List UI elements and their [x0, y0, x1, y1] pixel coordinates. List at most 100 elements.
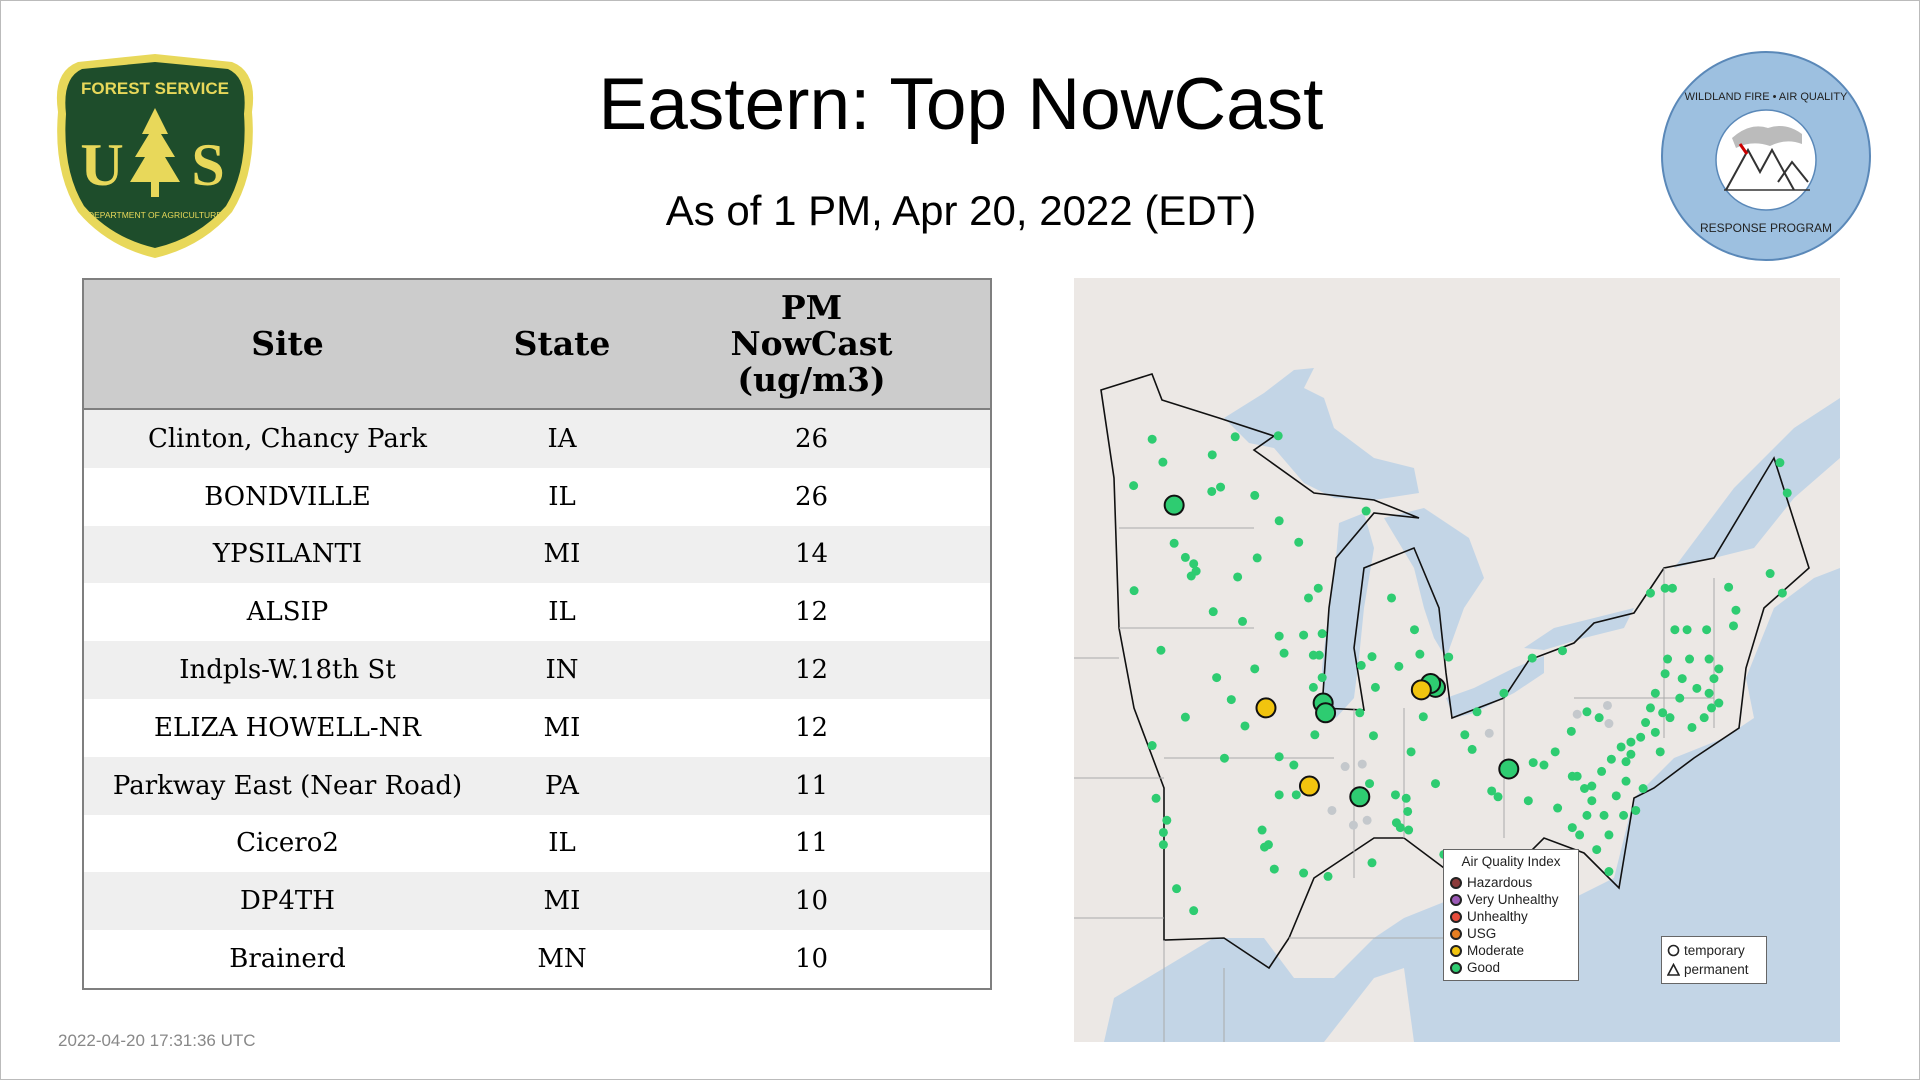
site-marker-good — [1631, 805, 1641, 815]
site-marker-good — [1274, 790, 1284, 800]
aqi-swatch-icon — [1450, 910, 1462, 923]
header-label: PM — [780, 288, 843, 327]
cell-site: Indpls-W.18th St — [83, 641, 491, 699]
site-marker-good — [1670, 625, 1680, 635]
site-marker-good — [1472, 707, 1482, 717]
site-marker-good — [1367, 858, 1377, 868]
legend-label: Hazardous — [1467, 874, 1533, 890]
mountain-small-icon — [1777, 160, 1809, 183]
site-marker-good — [1361, 506, 1371, 516]
site-marker-good — [1406, 747, 1416, 757]
site-marker-good — [1493, 792, 1503, 802]
site-marker-good — [1677, 674, 1687, 684]
legend-label: USG — [1467, 925, 1497, 941]
site-marker-good — [1394, 661, 1404, 671]
site-marker-good — [1158, 827, 1168, 837]
cell-site: BONDVILLE — [83, 467, 491, 526]
site-marker-good — [1702, 625, 1712, 635]
site-type-legend: temporary permanent — [1661, 936, 1767, 984]
site-marker-good — [1314, 650, 1324, 660]
table-row: DP4TH MI 10 — [83, 872, 991, 931]
site-marker-good — [1158, 840, 1168, 850]
logo-bottom-text: DEPARTMENT OF AGRICULTURE — [88, 210, 222, 220]
cell-value: 12 — [633, 583, 991, 642]
site-marker-good — [1219, 753, 1229, 763]
site-marker-good — [1553, 803, 1563, 813]
site-marker-good — [1365, 779, 1375, 789]
site-marker-good — [1621, 776, 1631, 786]
aqi-swatch-icon — [1450, 893, 1462, 906]
top-site-marker — [1349, 786, 1371, 808]
column-header-state: State — [491, 279, 633, 410]
table-row: Parkway East (Near Road) PA 11 — [83, 756, 991, 815]
site-marker-good — [1604, 830, 1614, 840]
smoke-plume-icon — [1732, 126, 1802, 148]
table-row: Clinton, Chancy Park IA 26 — [83, 409, 991, 468]
site-marker-good — [1594, 713, 1604, 723]
table-row: ELIZA HOWELL-NR MI 12 — [83, 698, 991, 757]
column-header-pm-nowcast: PM NowCast (ug/m3) — [633, 279, 991, 410]
site-marker-good — [1655, 747, 1665, 757]
site-marker-good — [1665, 713, 1675, 723]
lake-superior — [1224, 368, 1419, 500]
site-marker-good — [1180, 552, 1190, 562]
site-marker-good — [1274, 516, 1284, 526]
aqi-swatch-icon — [1450, 944, 1462, 957]
aqi-swatch-icon — [1450, 961, 1462, 974]
top-site-marker — [1315, 702, 1337, 724]
cell-value: 12 — [633, 698, 991, 757]
table-row: Indpls-W.18th St IN 12 — [83, 641, 991, 699]
cell-state: IA — [491, 409, 633, 468]
site-marker-good — [1582, 707, 1592, 717]
site-marker-good — [1147, 741, 1157, 751]
site-marker-good — [1731, 605, 1741, 615]
cell-value: 12 — [633, 641, 991, 699]
site-marker-good — [1587, 796, 1597, 806]
site-marker-good — [1616, 742, 1626, 752]
site-marker-good — [1604, 867, 1614, 877]
site-marker-good — [1240, 721, 1250, 731]
site-marker-good — [1539, 760, 1549, 770]
site-marker-good — [1230, 432, 1240, 442]
site-marker-good — [1147, 434, 1157, 444]
cell-value: 10 — [633, 930, 991, 989]
site-marker-good — [1626, 749, 1636, 759]
site-marker-good — [1162, 815, 1172, 825]
site-marker-good — [1704, 688, 1714, 698]
site-marker-good — [1550, 747, 1560, 757]
site-marker-good — [1587, 781, 1597, 791]
site-marker-good — [1606, 754, 1616, 764]
site-marker-good — [1207, 486, 1217, 496]
site-marker-good — [1572, 771, 1582, 781]
site-marker-good — [1156, 645, 1166, 655]
forest-service-logo: FOREST SERVICE U S DEPARTMENT OF AGRICUL… — [56, 54, 254, 258]
st-lawrence — [1674, 398, 1840, 568]
cell-value: 26 — [633, 467, 991, 526]
legend-item-temporary: temporary — [1667, 941, 1761, 960]
site-marker-no-data — [1340, 762, 1350, 772]
cell-value: 10 — [633, 872, 991, 931]
top-site-marker — [1410, 679, 1432, 701]
cell-state: MN — [491, 930, 633, 989]
cell-site: ELIZA HOWELL-NR — [83, 698, 491, 757]
cell-state: IL — [491, 583, 633, 642]
seal-bottom-text: RESPONSE PROGRAM — [1700, 221, 1832, 235]
site-marker-no-data — [1357, 759, 1367, 769]
generated-timestamp: 2022-04-20 17:31:36 UTC — [58, 1031, 256, 1050]
site-marker-good — [1418, 712, 1428, 722]
cell-state: MI — [491, 872, 633, 931]
aqi-swatch-icon — [1450, 876, 1462, 889]
site-marker-good — [1317, 629, 1327, 639]
site-marker-good — [1645, 588, 1655, 598]
page-title: Eastern: Top NowCast — [598, 64, 1324, 145]
table-row: Cicero2 IL 11 — [83, 814, 991, 873]
site-marker-good — [1704, 654, 1714, 664]
site-marker-good — [1212, 673, 1222, 683]
site-marker-good — [1279, 648, 1289, 658]
circle-icon — [1667, 944, 1680, 957]
site-marker-good — [1252, 553, 1262, 563]
tree-trunk — [151, 180, 159, 197]
site-marker-good — [1355, 708, 1365, 718]
site-marker-good — [1636, 732, 1646, 742]
site-marker-good — [1180, 712, 1190, 722]
